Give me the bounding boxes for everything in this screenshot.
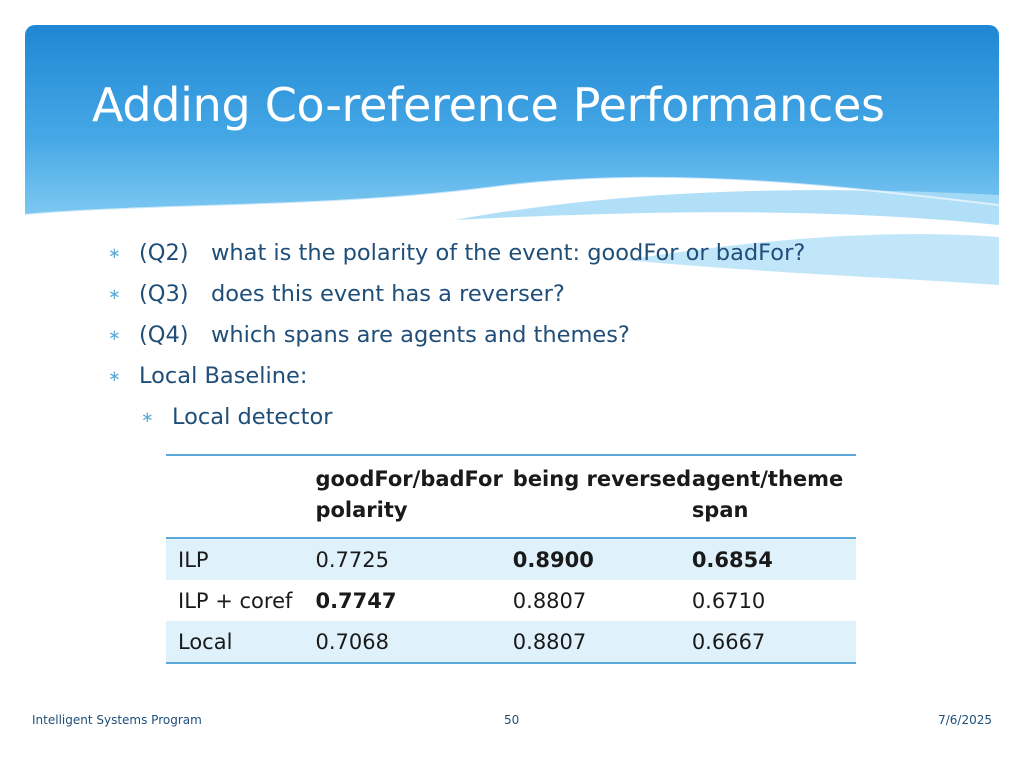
footer-slide-number: 50: [504, 713, 520, 727]
bullet-asterisk-icon: ∗: [108, 367, 121, 385]
header-cell-polarity: goodFor/badFor polarity: [315, 454, 513, 539]
table-row: Local 0.7068 0.8807 0.6667: [166, 621, 856, 664]
bullet-asterisk-icon: ∗: [108, 326, 121, 344]
table-cell: 0.6710: [691, 588, 766, 613]
slide-title: Adding Co-reference Performances: [92, 78, 885, 132]
table-cell-best: 0.8900: [512, 538, 692, 580]
bullet-question-id: (Q2): [139, 240, 189, 266]
bullet-item: ∗ Local Baseline:: [108, 357, 988, 398]
header-cell-span: agent/theme span: [691, 454, 856, 539]
bullet-text: does this event has a reverser?: [211, 281, 565, 307]
header-cell-system: [166, 454, 316, 539]
banner-background: [25, 25, 999, 285]
table-cell-best: 0.7747: [315, 588, 397, 613]
bullet-text: Local Baseline:: [139, 363, 308, 389]
bullet-item: ∗ (Q4) which spans are agents and themes…: [108, 316, 988, 357]
footer-date: 7/6/2025: [938, 713, 992, 727]
results-table: goodFor/badFor polarity being reversed a…: [166, 454, 856, 664]
bullet-question-id: (Q4): [139, 322, 189, 348]
sub-bullet-item: ∗ Local detector: [108, 398, 988, 439]
table-cell-best: 0.6854: [691, 538, 856, 580]
table-cell: 0.8807: [512, 621, 692, 664]
bullet-list: ∗ (Q2) what is the polarity of the event…: [108, 234, 988, 439]
bullet-asterisk-icon: ∗: [108, 244, 121, 262]
header-cell-reversed: being reversed: [512, 454, 692, 539]
table-cell: 0.8807: [512, 588, 587, 613]
footer-program-name: Intelligent Systems Program: [32, 713, 202, 727]
title-banner: [25, 25, 999, 295]
bullet-text: what is the polarity of the event: goodF…: [211, 240, 806, 266]
row-label: ILP: [166, 538, 316, 580]
bullet-asterisk-icon: ∗: [141, 408, 154, 426]
sub-bullet-text: Local detector: [172, 404, 333, 430]
row-label: Local: [166, 621, 316, 664]
table-cell: 0.7068: [315, 621, 513, 664]
row-label: ILP + coref: [178, 588, 293, 613]
bullet-item: ∗ (Q2) what is the polarity of the event…: [108, 234, 988, 275]
table-row: ILP + coref 0.7747 0.8807 0.6710: [166, 580, 856, 621]
table-row: ILP 0.7725 0.8900 0.6854: [166, 538, 856, 580]
table-cell: 0.6667: [691, 621, 856, 664]
table-cell: 0.7725: [315, 538, 513, 580]
bullet-asterisk-icon: ∗: [108, 285, 121, 303]
bullet-text: which spans are agents and themes?: [211, 322, 630, 348]
bullet-item: ∗ (Q3) does this event has a reverser?: [108, 275, 988, 316]
bullet-question-id: (Q3): [139, 281, 189, 307]
table-header-row: goodFor/badFor polarity being reversed a…: [166, 454, 856, 539]
